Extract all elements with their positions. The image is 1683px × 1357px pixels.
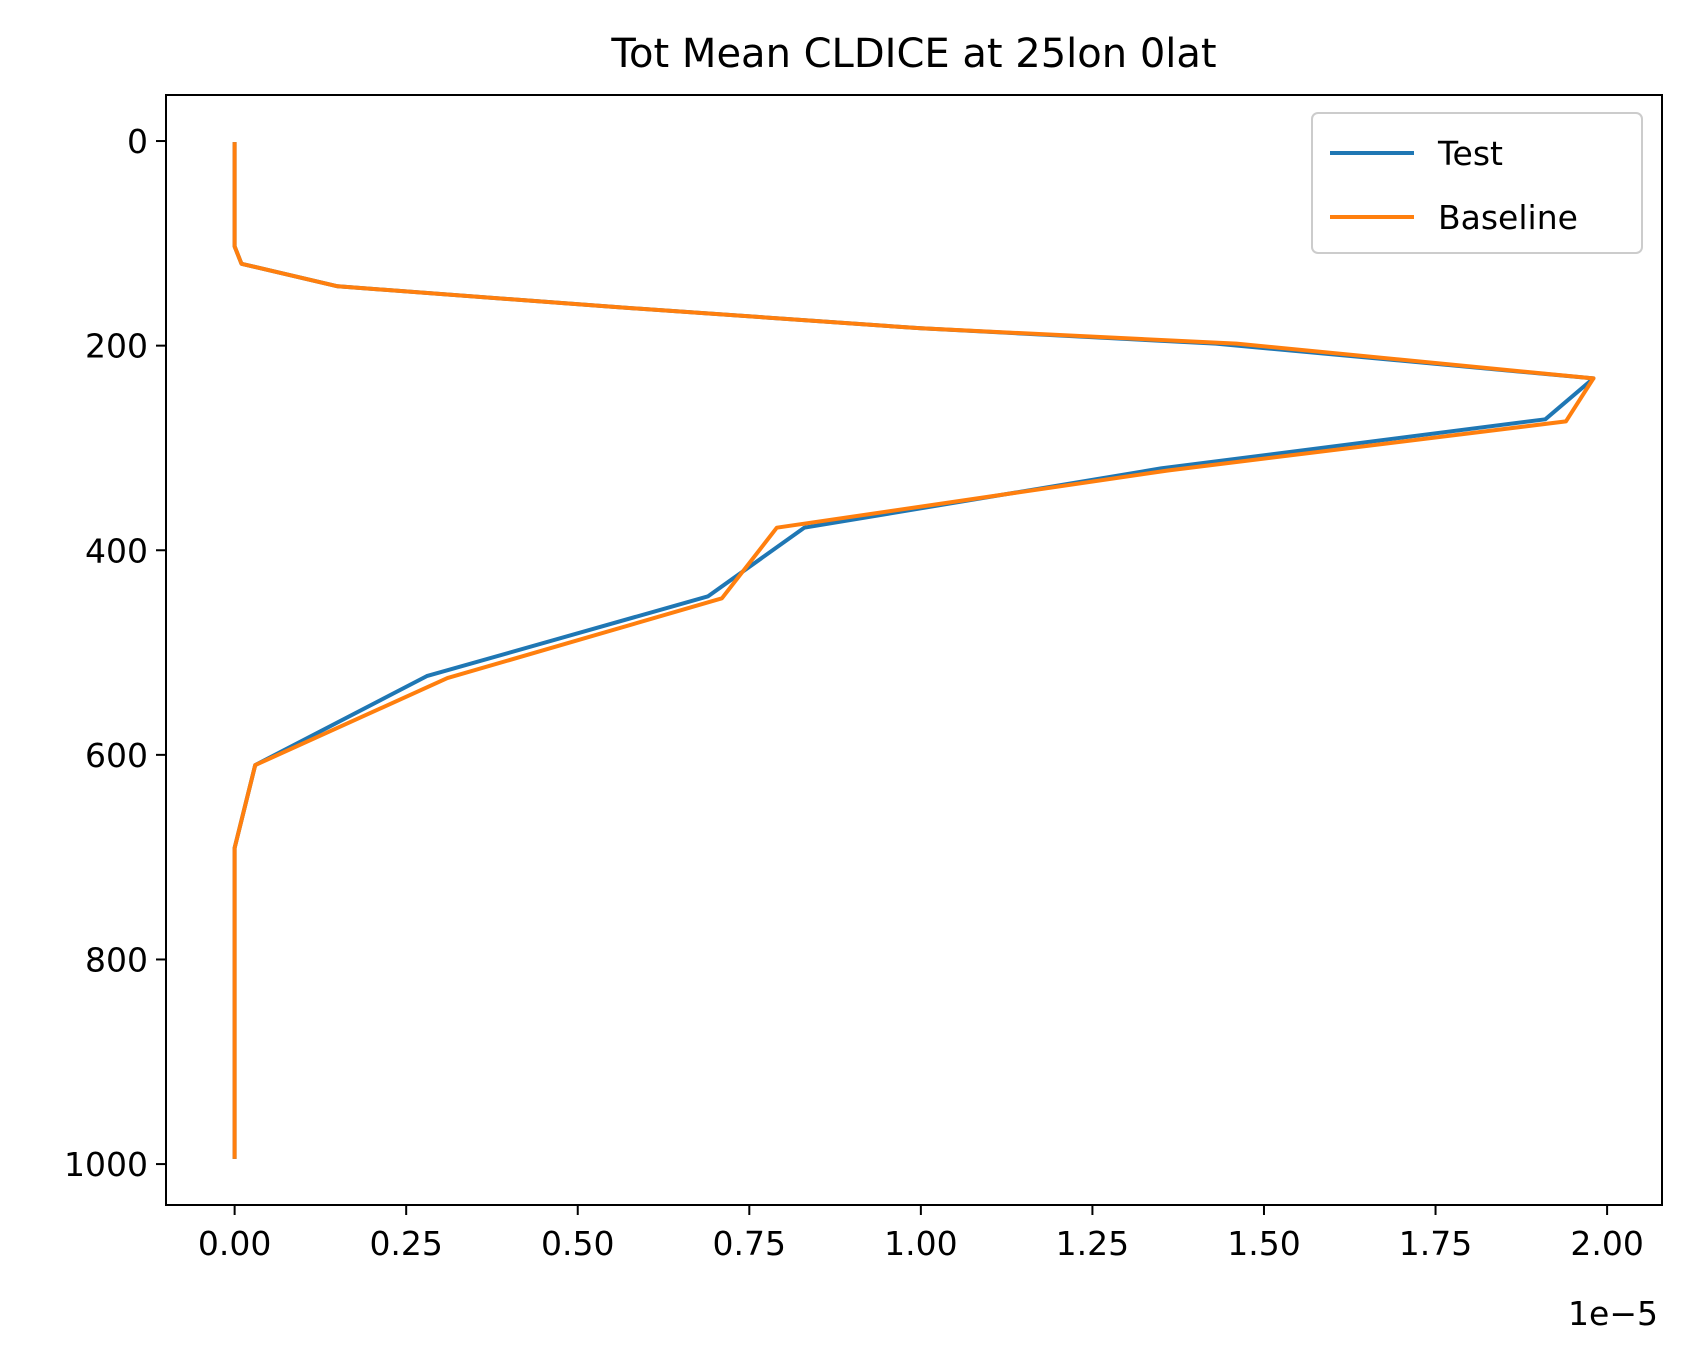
series-line-baseline bbox=[232, 142, 1596, 1159]
x-tick-label: 1.00 bbox=[884, 1224, 957, 1263]
legend-label-test: Test bbox=[1437, 134, 1503, 173]
y-tick-label: 600 bbox=[85, 736, 148, 775]
legend: Test Baseline bbox=[1311, 112, 1643, 254]
x-axis: 0.00 0.25 0.50 0.75 1.00 1.25 1.50 1.75 2.00 bbox=[198, 1205, 1644, 1263]
x-tick-label: 0.50 bbox=[541, 1224, 614, 1263]
y-tick-label: 400 bbox=[85, 531, 148, 570]
x-tick-label: 1.75 bbox=[1399, 1224, 1472, 1263]
y-tick-label: 800 bbox=[85, 940, 148, 979]
plot-frame bbox=[165, 94, 1663, 1206]
x-tick-label: 2.00 bbox=[1570, 1224, 1643, 1263]
plot-lines bbox=[232, 142, 1596, 1159]
y-tick-label: 0 bbox=[127, 122, 148, 161]
x-tick-label: 0.75 bbox=[713, 1224, 786, 1263]
y-tick-label: 1000 bbox=[64, 1145, 148, 1184]
x-tick-label: 1.25 bbox=[1056, 1224, 1129, 1263]
y-axis: 0 200 400 600 800 1000 bbox=[64, 122, 166, 1184]
x-tick-label: 0.00 bbox=[198, 1224, 271, 1263]
legend-label-baseline: Baseline bbox=[1438, 198, 1578, 237]
x-tick-label: 0.25 bbox=[369, 1224, 442, 1263]
y-tick-label: 200 bbox=[85, 327, 148, 366]
x-tick-label: 1.50 bbox=[1227, 1224, 1300, 1263]
chart-title: Tot Mean CLDICE at 25lon 0lat bbox=[610, 31, 1216, 77]
x-offset-label: 1e−5 bbox=[1568, 1294, 1658, 1333]
